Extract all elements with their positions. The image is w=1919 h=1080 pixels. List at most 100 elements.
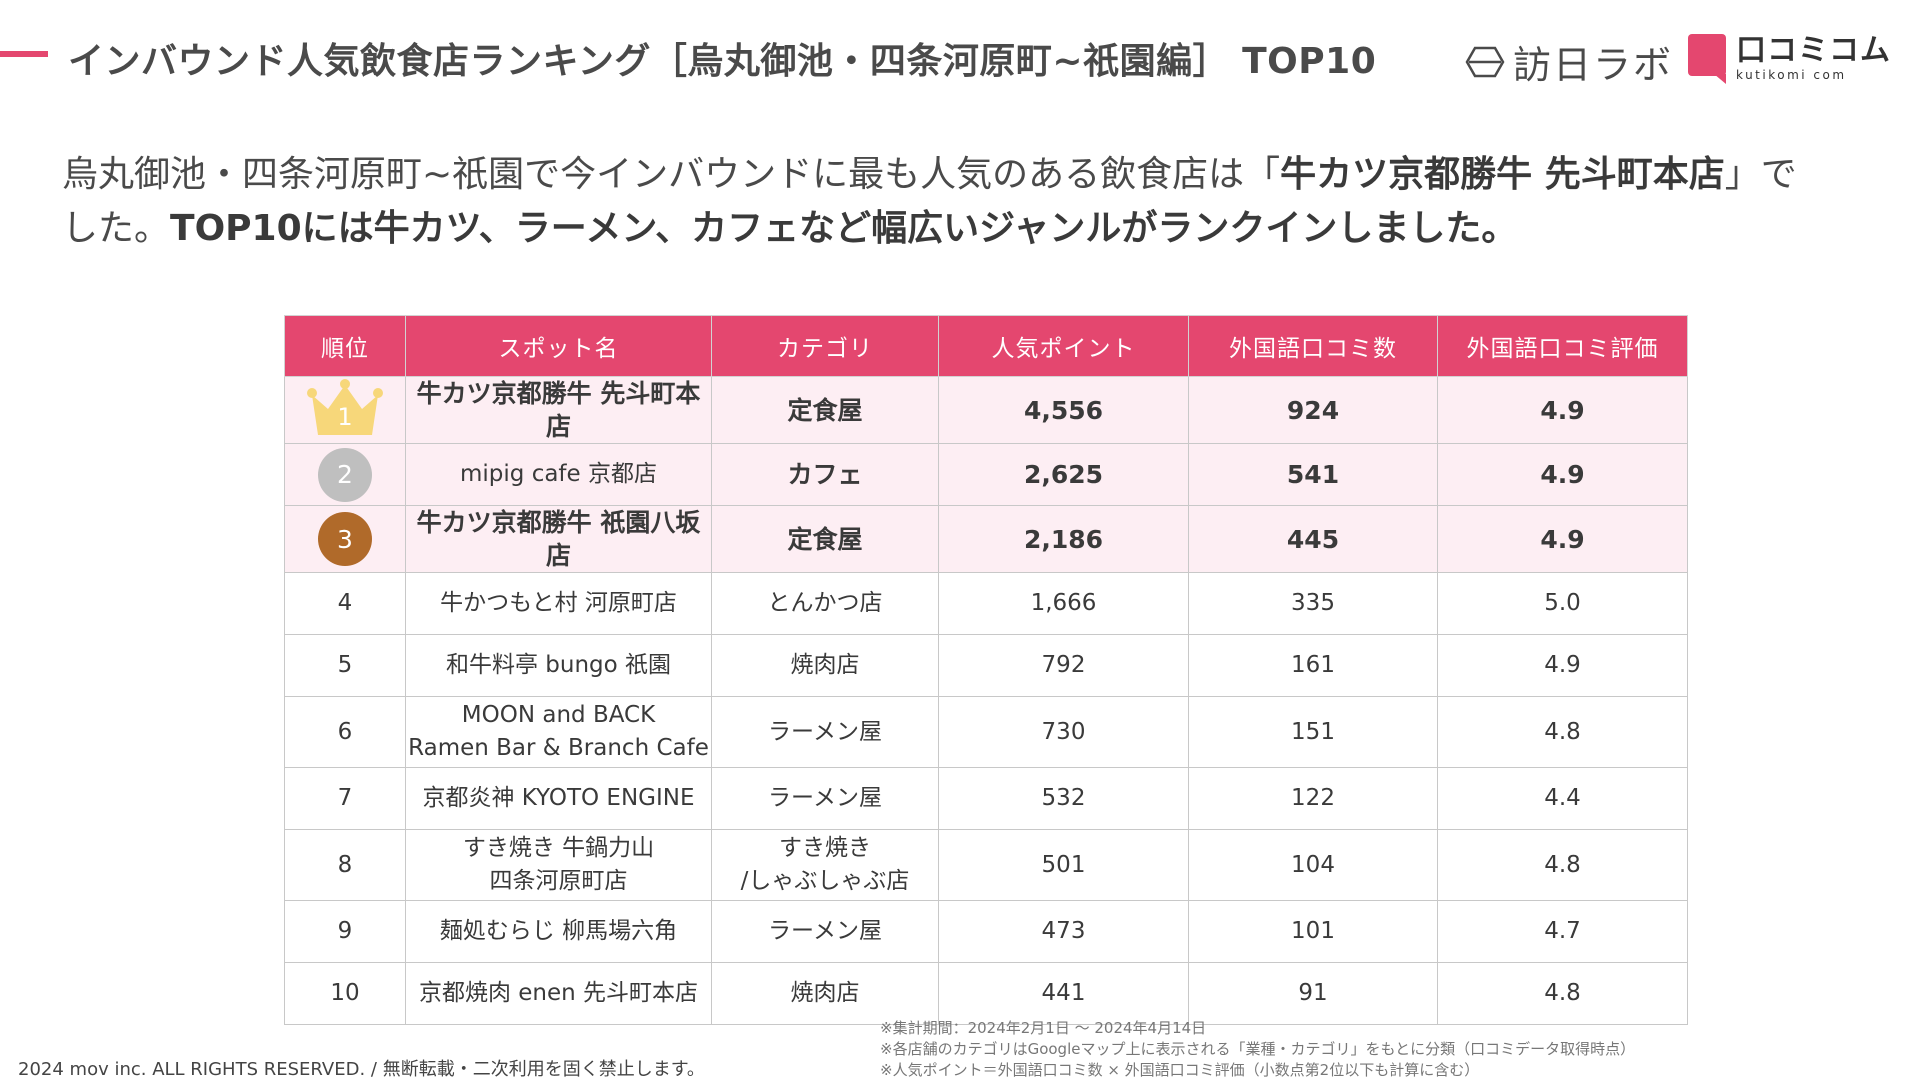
table-row: 4 牛かつもと村 河原町店 とんかつ店 1,666 335 5.0 bbox=[284, 572, 1688, 635]
kutikomi-logo-text: 口コミコム bbox=[1736, 33, 1891, 68]
silver-medal-badge: 2 bbox=[318, 447, 372, 502]
category-cell: すき焼き /しゃぶしゃぶ店 bbox=[711, 829, 939, 901]
review-rating-cell: 4.8 bbox=[1437, 829, 1688, 901]
kutikomi-speech-bubble-icon bbox=[1688, 34, 1726, 76]
review-rating-cell: 4.4 bbox=[1437, 767, 1688, 830]
table-row: 2 mipig cafe 京都店 カフェ 2,625 541 4.9 bbox=[284, 443, 1688, 506]
page-title: インバウンド人気飲食店ランキング［烏丸御池・四条河原町~祇園編］ TOP10 bbox=[68, 41, 1377, 82]
spot-name-cell: mipig cafe 京都店 bbox=[405, 443, 712, 506]
table-row: 10 京都焼肉 enen 先斗町本店 焼肉店 441 91 4.8 bbox=[284, 962, 1688, 1025]
table-row: 8 すき焼き 牛鍋力山 四条河原町店 すき焼き /しゃぶしゃぶ店 501 104… bbox=[284, 829, 1688, 901]
points-cell: 730 bbox=[938, 696, 1189, 768]
points-cell: 2,186 bbox=[938, 505, 1189, 573]
points-cell: 441 bbox=[938, 962, 1189, 1025]
header-category: カテゴリ bbox=[711, 315, 939, 377]
rank-number: 1 bbox=[337, 403, 353, 431]
rank-cell: 7 bbox=[284, 767, 406, 830]
spot-name-cell: 麺処むらじ 柳馬場六角 bbox=[405, 900, 712, 963]
table-row: 1 牛カツ京都勝牛 先斗町本店 定食屋 4,556 924 4.9 bbox=[284, 376, 1688, 444]
footnote-period: ※集計期間：2024年2月1日 〜 2024年4月14日 bbox=[880, 1019, 1207, 1037]
rank-cell: 4 bbox=[284, 572, 406, 635]
category-cell: 定食屋 bbox=[711, 376, 939, 444]
table-row: 6 MOON and BACK Ramen Bar & Branch Cafe … bbox=[284, 696, 1688, 768]
review-count-cell: 335 bbox=[1188, 572, 1438, 635]
review-count-cell: 91 bbox=[1188, 962, 1438, 1025]
points-cell: 2,625 bbox=[938, 443, 1189, 506]
points-cell: 1,666 bbox=[938, 572, 1189, 635]
spot-name-cell: すき焼き 牛鍋力山 四条河原町店 bbox=[405, 829, 712, 901]
spot-name-cell: MOON and BACK Ramen Bar & Branch Cafe bbox=[405, 696, 712, 768]
category-cell: ラーメン屋 bbox=[711, 696, 939, 768]
spot-name-cell: 牛カツ京都勝牛 祇園八坂店 bbox=[405, 505, 712, 573]
review-count-cell: 104 bbox=[1188, 829, 1438, 901]
review-rating-cell: 4.7 bbox=[1437, 900, 1688, 963]
review-rating-cell: 4.8 bbox=[1437, 962, 1688, 1025]
category-line-1: すき焼き bbox=[779, 835, 871, 861]
points-cell: 501 bbox=[938, 829, 1189, 901]
rank-cell: 1 bbox=[284, 376, 406, 444]
copyright-text: 2024 mov inc. ALL RIGHTS RESERVED. / 無断転… bbox=[18, 1059, 705, 1080]
header-points: 人気ポイント bbox=[938, 315, 1189, 377]
spot-name-text: mipig cafe 京都店 bbox=[460, 461, 657, 487]
summary-line2-bold: TOP10には牛カツ、ラーメン、カフェなど幅広いジャンルがランクインしました。 bbox=[170, 208, 1518, 249]
summary-line1-pre: 烏丸御池・四条河原町~祇園で今インバウンドに最も人気のある飲食店は「 bbox=[62, 154, 1281, 195]
category-cell: ラーメン屋 bbox=[711, 900, 939, 963]
rank-cell: 3 bbox=[284, 505, 406, 573]
review-rating-cell: 4.9 bbox=[1437, 376, 1688, 444]
category-cell: 定食屋 bbox=[711, 505, 939, 573]
table-row: 7 京都炎神 KYOTO ENGINE ラーメン屋 532 122 4.4 bbox=[284, 767, 1688, 830]
review-count-cell: 445 bbox=[1188, 505, 1438, 573]
points-cell: 532 bbox=[938, 767, 1189, 830]
rank-cell: 5 bbox=[284, 634, 406, 697]
spot-name-cell: 京都焼肉 enen 先斗町本店 bbox=[405, 962, 712, 1025]
ranking-table: 順位 スポット名 カテゴリ 人気ポイント 外国語口コミ数 外国語口コミ評価 1 bbox=[284, 315, 1688, 1025]
footnote-points-formula: ※人気ポイント＝外国語口コミ数 × 外国語口コミ評価（小数点第2位以下も計算に含… bbox=[880, 1061, 1480, 1079]
houn-lab-logo-text: 訪日ラボ bbox=[1513, 43, 1674, 87]
table-row: 5 和牛料亭 bungo 祇園 焼肉店 792 161 4.9 bbox=[284, 634, 1688, 697]
review-rating-cell: 4.9 bbox=[1437, 505, 1688, 573]
footnotes: ※集計期間：2024年2月1日 〜 2024年4月14日 ※各店舗のカテゴリはG… bbox=[880, 1018, 1635, 1080]
summary-line1-bold: 牛カツ京都勝牛 先斗町本店 bbox=[1280, 154, 1725, 195]
points-cell: 792 bbox=[938, 634, 1189, 697]
rank-cell: 9 bbox=[284, 900, 406, 963]
review-rating-cell: 4.9 bbox=[1437, 443, 1688, 506]
spot-name-cell: 牛カツ京都勝牛 先斗町本店 bbox=[405, 376, 712, 444]
summary-text: 烏丸御池・四条河原町~祇園で今インバウンドに最も人気のある飲食店は「牛カツ京都勝… bbox=[62, 148, 1882, 256]
bronze-medal-badge: 3 bbox=[318, 512, 372, 566]
table-row: 3 牛カツ京都勝牛 祇園八坂店 定食屋 2,186 445 4.9 bbox=[284, 505, 1688, 573]
gold-crown-icon: 1 bbox=[306, 379, 384, 435]
table-row: 9 麺処むらじ 柳馬場六角 ラーメン屋 473 101 4.7 bbox=[284, 900, 1688, 963]
review-rating-cell: 4.8 bbox=[1437, 696, 1688, 768]
review-count-cell: 151 bbox=[1188, 696, 1438, 768]
review-count-cell: 101 bbox=[1188, 900, 1438, 963]
houn-lab-hexagon-icon bbox=[1465, 46, 1505, 77]
spot-name-cell: 牛かつもと村 河原町店 bbox=[405, 572, 712, 635]
houn-lab-logo: 訪日ラボ bbox=[1465, 34, 1673, 89]
header-spot-name: スポット名 bbox=[405, 315, 712, 377]
header-rank: 順位 bbox=[284, 315, 406, 377]
spot-name-line-2: 四条河原町店 bbox=[489, 868, 628, 894]
spot-name-cell: 京都炎神 KYOTO ENGINE bbox=[405, 767, 712, 830]
review-rating-cell: 5.0 bbox=[1437, 572, 1688, 635]
rank-cell: 10 bbox=[284, 962, 406, 1025]
summary-line1-post: 」で bbox=[1724, 154, 1797, 195]
spot-name-line-1: MOON and BACK bbox=[461, 702, 656, 728]
category-cell: 焼肉店 bbox=[711, 634, 939, 697]
review-count-cell: 161 bbox=[1188, 634, 1438, 697]
table-header-row: 順位 スポット名 カテゴリ 人気ポイント 外国語口コミ数 外国語口コミ評価 bbox=[284, 315, 1688, 377]
header-review-count: 外国語口コミ数 bbox=[1188, 315, 1438, 377]
review-count-cell: 541 bbox=[1188, 443, 1438, 506]
kutikomi-com-logo: 口コミコム kutikomi com bbox=[1688, 34, 1891, 82]
rank-cell: 8 bbox=[284, 829, 406, 901]
category-cell: ラーメン屋 bbox=[711, 767, 939, 830]
header-review-rating: 外国語口コミ評価 bbox=[1437, 315, 1688, 377]
spot-name-cell: 和牛料亭 bungo 祇園 bbox=[405, 634, 712, 697]
category-line-2: /しゃぶしゃぶ店 bbox=[740, 868, 910, 894]
spot-name-line-1: すき焼き 牛鍋力山 bbox=[462, 835, 655, 861]
footnote-category: ※各店舗のカテゴリはGoogleマップ上に表示される「業種・カテゴリ」をもとに分… bbox=[880, 1040, 1636, 1058]
category-cell: とんかつ店 bbox=[711, 572, 939, 635]
points-cell: 473 bbox=[938, 900, 1189, 963]
kutikomi-logo-subtext: kutikomi com bbox=[1736, 68, 1847, 82]
review-rating-cell: 4.9 bbox=[1437, 634, 1688, 697]
category-cell: 焼肉店 bbox=[711, 962, 939, 1025]
